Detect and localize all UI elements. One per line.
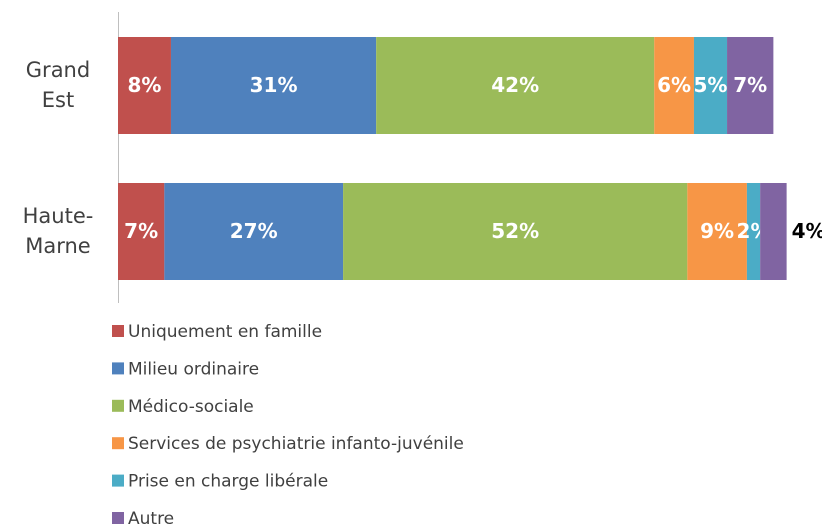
data-label: 6% bbox=[657, 73, 691, 97]
bar-segment bbox=[746, 183, 761, 280]
bar-segment bbox=[760, 183, 787, 280]
legend-swatch bbox=[112, 399, 124, 412]
category-label: Grand Est bbox=[25, 57, 91, 112]
data-label: 9% bbox=[700, 219, 734, 243]
legend-swatch bbox=[112, 512, 124, 524]
data-label: 8% bbox=[127, 73, 161, 97]
data-label: 42% bbox=[491, 73, 539, 97]
legend-swatch bbox=[112, 437, 124, 450]
data-label: 7% bbox=[733, 73, 767, 97]
bar-segment bbox=[693, 37, 728, 134]
data-label: 52% bbox=[491, 219, 539, 243]
bar-segment bbox=[654, 37, 694, 134]
legend-label: Services de psychiatrie infanto-juvénile bbox=[128, 434, 464, 454]
bar-segment bbox=[343, 183, 688, 280]
category-label: Haute-Marne bbox=[22, 203, 94, 258]
legend-swatch bbox=[112, 325, 124, 337]
data-label: 27% bbox=[230, 219, 278, 243]
bar-segment bbox=[118, 183, 165, 280]
bar-segment bbox=[376, 37, 655, 134]
bar-segment bbox=[727, 37, 774, 134]
legend-label: Milieu ordinaire bbox=[128, 359, 259, 379]
bar-segment bbox=[170, 37, 377, 134]
data-label: 7% bbox=[124, 219, 158, 243]
data-label: 5% bbox=[694, 73, 728, 97]
bar-segment bbox=[164, 183, 344, 280]
legend-label: Uniquement en famille bbox=[128, 322, 322, 342]
legend-label: Médico-sociale bbox=[128, 397, 254, 417]
bar-segment bbox=[118, 37, 171, 134]
legend-label: Prise en charge libérale bbox=[128, 472, 328, 492]
data-label: 4% bbox=[792, 219, 822, 243]
bar-segment bbox=[687, 183, 747, 280]
legend-label: Autre bbox=[128, 509, 174, 526]
legend-swatch bbox=[112, 474, 124, 487]
data-label: 31% bbox=[250, 73, 298, 97]
legend-swatch bbox=[112, 362, 124, 375]
